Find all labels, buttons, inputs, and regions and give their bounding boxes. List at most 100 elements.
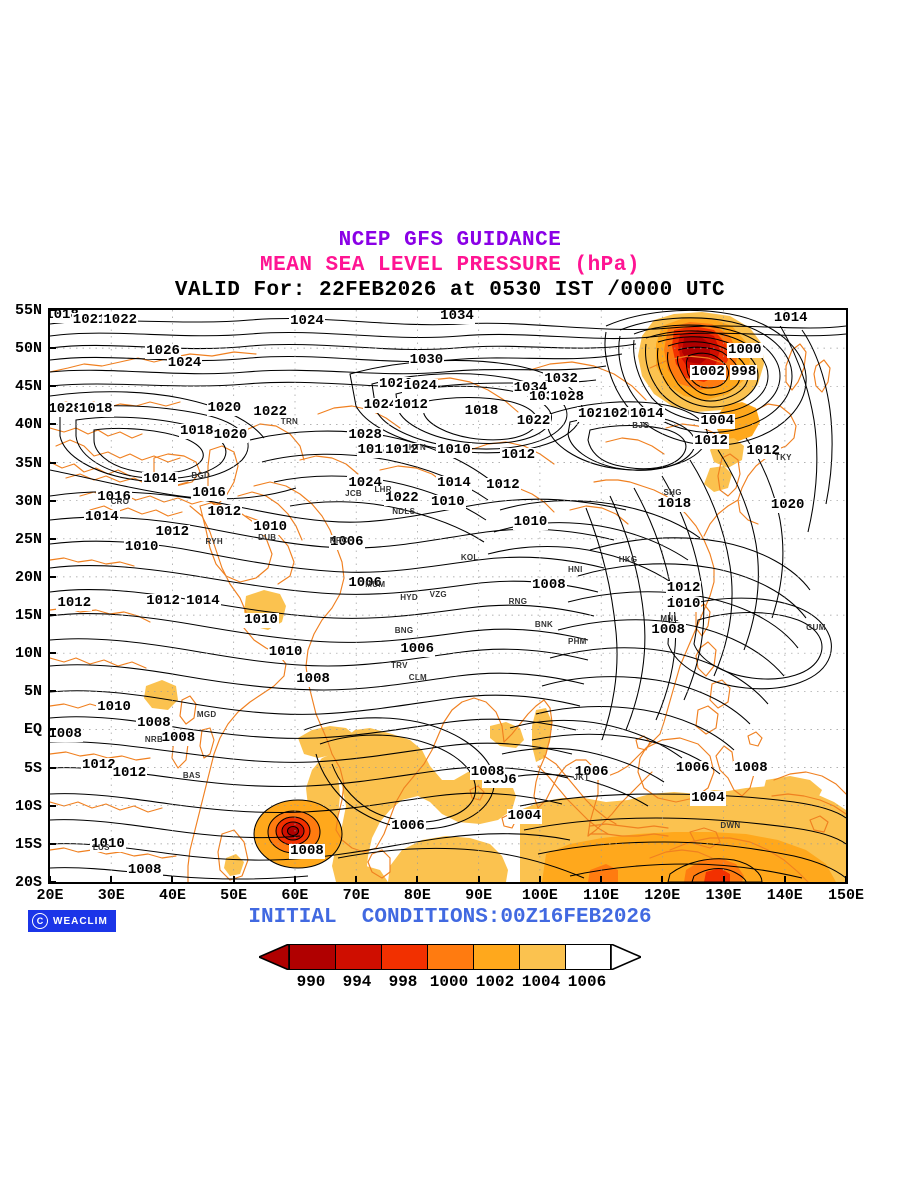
city-marker-label: MNL — [660, 614, 679, 624]
contour-label: 1022 — [252, 404, 289, 421]
y-axis-label: 20S — [14, 874, 42, 891]
y-axis-tick — [49, 842, 56, 845]
contour-label: 1014 — [84, 509, 120, 526]
y-axis-tick — [49, 385, 56, 388]
x-axis-label: 50E — [220, 887, 248, 904]
contour-label: 1012 — [665, 580, 702, 597]
contour-label: 1026 — [145, 343, 181, 360]
contour-label: 1018 — [463, 402, 500, 419]
contour-label: 1004 — [690, 790, 726, 807]
colorbar-cell — [289, 944, 335, 970]
city-marker-label: HNI — [567, 565, 583, 575]
x-axis-tick — [600, 876, 603, 883]
y-axis-tick — [49, 652, 56, 655]
y-axis-label: 40N — [14, 416, 42, 434]
y-axis-label: 35N — [14, 454, 42, 472]
contour-label: 1008 — [160, 729, 197, 746]
contour-label: 1018 — [356, 441, 393, 458]
city-marker-label: PHM — [567, 636, 587, 646]
x-axis-label: 140E — [766, 887, 803, 904]
contour-label: 1010 — [243, 611, 279, 628]
contour-label: 1010 — [436, 442, 472, 459]
city-marker-label: BGD — [191, 471, 211, 481]
contour-label: 1012 — [384, 441, 420, 458]
y-axis-tick — [49, 347, 56, 350]
contour-label: 1022 — [102, 311, 139, 328]
contour-label: 1020 — [601, 405, 638, 422]
city-marker-label: DUB — [258, 532, 277, 542]
colorbar-wrap — [0, 944, 900, 970]
contour-label: 1010 — [430, 494, 466, 511]
x-axis-label: 40E — [158, 887, 186, 904]
y-axis-tick — [49, 766, 56, 769]
contour-label: 1018 — [178, 422, 215, 439]
x-axis-label: 20E — [36, 887, 64, 904]
x-axis-tick — [110, 876, 113, 883]
y-axis-label: 30N — [14, 492, 42, 510]
contour-label: 1016 — [191, 485, 227, 502]
contour-label: 1000 — [726, 342, 763, 359]
contour-label: 1002 — [690, 363, 726, 380]
contour-label: 1022 — [515, 412, 552, 429]
y-axis-label: 50N — [14, 340, 42, 358]
y-axis-tick — [49, 309, 56, 311]
contour-label: 1012 — [206, 504, 243, 521]
x-axis-tick — [49, 876, 51, 883]
y-axis-tick — [49, 614, 56, 617]
contour-label: 1018 — [656, 496, 693, 513]
contour-label: 1012 — [500, 446, 537, 463]
contour-label: 1022 — [384, 490, 420, 507]
contour-label: 1008 — [733, 759, 769, 776]
x-axis-label: 120E — [644, 887, 681, 904]
city-marker-label: SHG — [663, 487, 682, 497]
contour-label: 1030 — [408, 351, 445, 368]
colorbar-tick-label: 990 — [296, 973, 326, 991]
chart-title-block: NCEP GFS GUIDANCE MEAN SEA LEVEL PRESSUR… — [0, 228, 900, 304]
city-marker-label: JCB — [345, 489, 362, 499]
x-axis-tick — [355, 876, 358, 883]
city-marker-label: KOL — [460, 553, 479, 563]
contour-label: 1006 — [390, 817, 426, 834]
y-axis-label: 45N — [14, 378, 42, 396]
map-svg — [50, 310, 846, 882]
contour-label: 1006 — [573, 764, 610, 781]
colorbar-tick-label: 1004 — [521, 973, 561, 991]
city-marker-label: TRN — [280, 416, 299, 426]
city-marker-label: HTN — [408, 442, 427, 452]
contour-label: 1010 — [96, 699, 132, 716]
city-marker-label: NRB — [144, 735, 164, 745]
contour-label: 1012 — [111, 764, 148, 781]
city-marker-label: NDLS — [392, 507, 416, 517]
contour-label: 1004 — [699, 412, 736, 429]
y-axis-label: 5S — [23, 759, 42, 777]
y-axis-tick — [49, 804, 56, 807]
weaclim-logo-text: WEACLIM — [53, 915, 108, 927]
y-axis-tick — [49, 461, 56, 464]
x-axis-tick — [538, 876, 541, 883]
contour-label: 1020 — [206, 399, 243, 416]
city-marker-label: RYH — [205, 537, 223, 547]
x-axis-tick — [171, 876, 174, 883]
contour-label: 1006 — [674, 759, 711, 776]
colorbar-cell — [565, 944, 611, 970]
city-marker-label: DWN — [720, 820, 741, 830]
city-marker-label: TRV — [391, 660, 408, 670]
y-axis-tick — [49, 575, 56, 578]
city-marker-label: HKG — [618, 555, 638, 565]
city-marker-label: RNG — [508, 597, 528, 607]
x-axis-label: 80E — [403, 887, 431, 904]
contour-label: 1028 — [48, 401, 83, 418]
x-axis-tick — [232, 876, 235, 883]
city-marker-label: LUS — [92, 842, 110, 852]
x-axis-label: 70E — [342, 887, 370, 904]
colorbar-tick-label: 1000 — [429, 973, 469, 991]
contour-label: 1024 — [166, 355, 203, 372]
pressure-colorbar — [259, 944, 641, 970]
contour-label: 1006 — [399, 640, 435, 657]
colorbar-cell — [335, 944, 381, 970]
contour-label: 1008 — [531, 576, 567, 593]
contour-label: 1014 — [436, 475, 472, 492]
contour-label: 1012 — [393, 396, 429, 413]
x-axis-tick — [783, 876, 786, 883]
contour-label: 1024 — [362, 396, 399, 413]
